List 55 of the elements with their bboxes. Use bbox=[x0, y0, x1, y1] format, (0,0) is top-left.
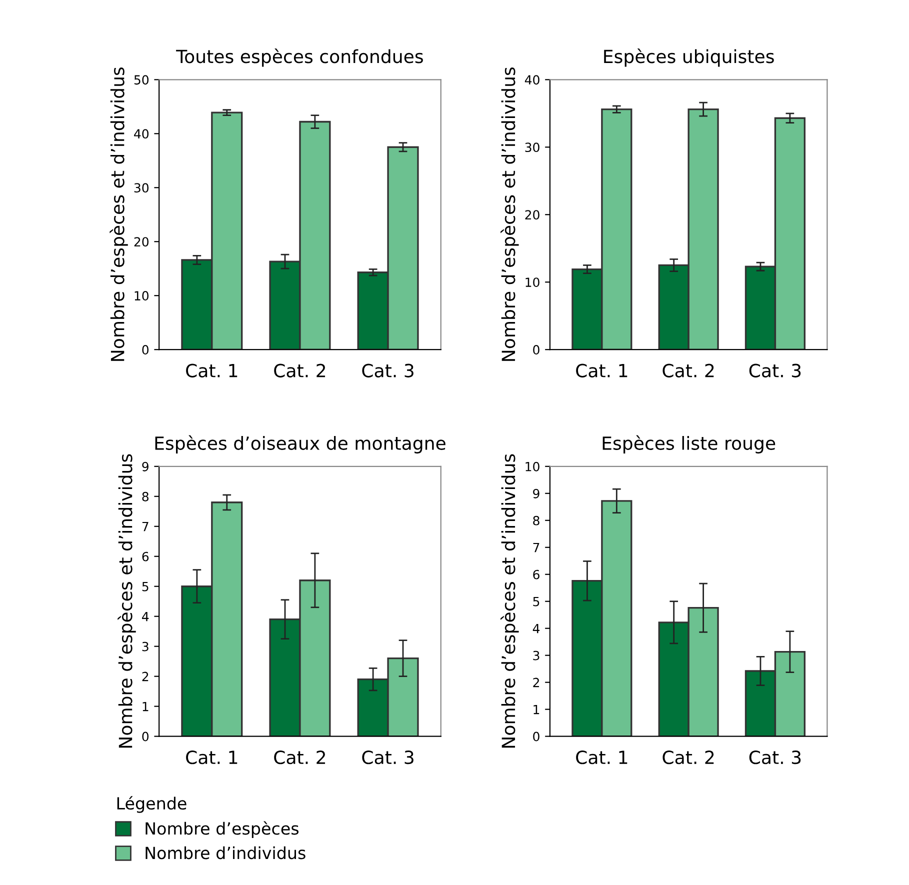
x-tick-label: Cat. 2 bbox=[662, 364, 714, 378]
x-tick-label: Cat. 2 bbox=[274, 750, 326, 764]
y-tick-label: 6 bbox=[533, 570, 540, 580]
legend-label: Nombre d’espèces bbox=[146, 821, 299, 838]
chart-title: Espèces d’oiseaux de montagne bbox=[155, 435, 446, 454]
y-axis-title: Nombre d’espèces et d’individus bbox=[110, 67, 128, 361]
y-tick-label: 40 bbox=[524, 75, 540, 85]
y-tick-label: 20 bbox=[134, 237, 149, 247]
y-tick-label: 0 bbox=[533, 732, 540, 742]
y-tick-label: 50 bbox=[134, 75, 149, 85]
y-axis-title: Nombre d’espèces et d’individus bbox=[500, 67, 519, 361]
y-tick-label: 20 bbox=[525, 210, 540, 220]
y-tick-label: 9 bbox=[533, 488, 540, 498]
y-tick-label: 9 bbox=[142, 462, 148, 472]
x-tick-label: Cat. 3 bbox=[749, 750, 801, 764]
y-tick-label: 3 bbox=[533, 650, 540, 660]
x-tick-label: Cat. 3 bbox=[749, 364, 801, 378]
y-tick-label: 8 bbox=[533, 516, 540, 526]
y-tick-label: 1 bbox=[142, 702, 148, 712]
y-axis-title: Nombre d’espèces et d’individus bbox=[500, 454, 519, 748]
y-tick-label: 0 bbox=[533, 345, 540, 354]
x-tick-label: Cat. 1 bbox=[576, 750, 628, 764]
y-tick-label: 7 bbox=[533, 543, 540, 552]
y-tick-label: 4 bbox=[532, 624, 540, 634]
y-tick-label: 0 bbox=[142, 345, 149, 354]
y-tick-label: 10 bbox=[526, 278, 540, 288]
x-tick-label: Cat. 1 bbox=[576, 364, 628, 378]
y-tick-label: 2 bbox=[142, 672, 148, 682]
legend-label: Nombre d’individus bbox=[146, 846, 306, 860]
chart-title: Espèces liste rouge bbox=[602, 435, 776, 454]
y-tick-label: 1 bbox=[534, 704, 540, 714]
y-tick-label: 10 bbox=[526, 462, 540, 472]
x-tick-label: Cat. 1 bbox=[186, 750, 238, 764]
y-tick-label: 40 bbox=[134, 129, 149, 139]
x-tick-label: Cat. 2 bbox=[274, 364, 326, 378]
y-axis-title: Nombre d’espèces et d’individus bbox=[118, 454, 136, 748]
y-tick-label: 5 bbox=[142, 582, 148, 592]
legend-title: Légende bbox=[117, 796, 186, 813]
y-tick-label: 10 bbox=[134, 291, 149, 301]
y-tick-label: 8 bbox=[142, 492, 148, 502]
y-tick-label: 0 bbox=[142, 732, 149, 742]
x-tick-label: Cat. 3 bbox=[362, 364, 414, 378]
x-tick-label: Cat. 3 bbox=[362, 750, 414, 764]
y-tick-label: 2 bbox=[533, 678, 539, 688]
chart-title: Espèces ubiquistes bbox=[604, 48, 774, 67]
y-tick-label: 5 bbox=[533, 596, 540, 606]
x-tick-label: Cat. 1 bbox=[186, 364, 238, 378]
y-tick-label: 6 bbox=[142, 552, 149, 562]
x-tick-label: Cat. 2 bbox=[662, 750, 714, 764]
y-tick-label: 4 bbox=[142, 612, 149, 622]
chart-title: Toutes espèces confondues bbox=[176, 48, 423, 67]
y-tick-label: 30 bbox=[525, 142, 540, 152]
y-tick-label: 3 bbox=[142, 642, 148, 652]
y-tick-label: 7 bbox=[142, 522, 148, 532]
y-tick-label: 30 bbox=[134, 183, 149, 193]
